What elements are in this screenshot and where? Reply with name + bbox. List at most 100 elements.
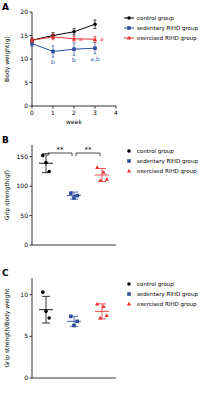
significance-label: b [72,56,76,63]
line [32,24,95,40]
y-tick [30,59,33,60]
y-tick-label: 0 [24,374,28,381]
y-tick [30,294,33,295]
plot-area [30,20,97,57]
point [47,316,51,320]
point [72,37,76,41]
point [41,154,45,158]
labels: b b a,b a a [51,35,104,65]
y-tick-label: 50 [20,212,28,219]
error-bar [42,296,50,323]
panel: A Body weight(g) 0 5 10 15 20 0 1 2 3 4 week b b a,b a a c… [2,2,198,125]
x-axis-title: week [66,118,82,125]
legend-label: sedentary RIHD group [137,291,198,298]
x-tick-label: 4 [114,109,118,116]
panel-label: A [2,2,9,12]
y-tick [30,35,33,36]
y-axis-title: Grip strength/Body weight [3,288,11,368]
error-bar [73,43,76,55]
y-axis-title: Body weight(g) [3,36,11,82]
y-tick [30,378,33,379]
legend-label: exercised RIHD group [137,168,197,175]
y-tick-label: 15 [20,32,28,39]
legend-marker [127,302,131,306]
legend-marker [127,26,131,30]
significance-label: ** [85,146,93,154]
legend-marker [127,149,131,153]
legend-label: sedentary RIHD group [137,158,198,165]
legend-label: exercised RIHD group [137,301,197,308]
y-tick-label: 20 [20,8,28,15]
legend-marker [127,169,131,173]
legend-marker [127,36,131,40]
y-tick-label: 10 [20,291,28,298]
line [32,43,95,51]
point [51,35,55,39]
y-tick [30,156,33,157]
x-tick-label: 0 [30,109,34,116]
error-bar [70,316,78,326]
error-bar [31,38,34,42]
y-tick [30,12,33,13]
error-bar [73,36,76,41]
y-tick [30,245,33,246]
y-tick-label: 10 [20,55,28,62]
point [51,50,55,54]
x-tick-label: 3 [93,109,97,116]
line [32,37,95,40]
point [72,30,76,34]
legend-marker [127,292,131,296]
y-tick [30,186,33,187]
significance-label: b [51,58,55,65]
error-bar [98,169,106,182]
x-tick-label: 1 [51,109,55,116]
legend-marker [127,282,131,286]
error-bar [52,33,55,39]
legend-marker [127,159,131,163]
panel-label: C [2,268,9,278]
y-tick-label: 0 [24,102,28,109]
error-bar [31,38,34,43]
error-bar [70,192,78,199]
legend-label: control group [137,148,174,155]
significance-label: a,b [90,55,100,62]
y-tick-label: 100 [17,182,29,189]
panel: B Grip strength(gf) 0 50 100 150 ** ** control g… [2,135,198,248]
y-tick-label: 5 [24,332,28,339]
point [41,290,45,294]
error-bar [52,34,55,40]
legend-label: control group [137,15,174,22]
legend-marker [127,16,131,20]
significance-label: a [100,35,104,42]
y-axis [32,278,33,378]
point [30,38,34,42]
error-bar [94,20,97,28]
y-tick-label: 5 [24,79,28,86]
y-tick [30,82,33,83]
x-tick-label: 2 [72,109,76,116]
error-bar [52,46,55,57]
y-tick [30,215,33,216]
legend-label: exercised RIHD group [137,35,197,42]
error-bar [42,154,50,173]
panel: CGrip strength/Body weight0510control gr… [2,268,198,381]
error-bar [94,43,97,54]
figure: A Body weight(g) 0 5 10 15 20 0 1 2 3 4 week b b a,b a a c… [0,0,224,400]
significance-label: ** [57,146,65,154]
y-axis-title: Grip strength(gf) [3,170,11,220]
point [93,37,97,41]
error-bar [94,36,97,42]
point [93,46,97,50]
error-bar [98,304,106,319]
x-axis [32,245,116,246]
panel-label: B [2,135,9,145]
y-axis [32,145,33,245]
point [105,177,109,181]
labels: ** ** [48,146,100,156]
y-tick-label: 150 [17,153,29,160]
plot-area [39,154,109,200]
significance-label: a [79,35,83,42]
legend-label: sedentary RIHD group [137,25,198,32]
y-tick-label: 0 [24,241,28,248]
error-bar [73,28,76,35]
